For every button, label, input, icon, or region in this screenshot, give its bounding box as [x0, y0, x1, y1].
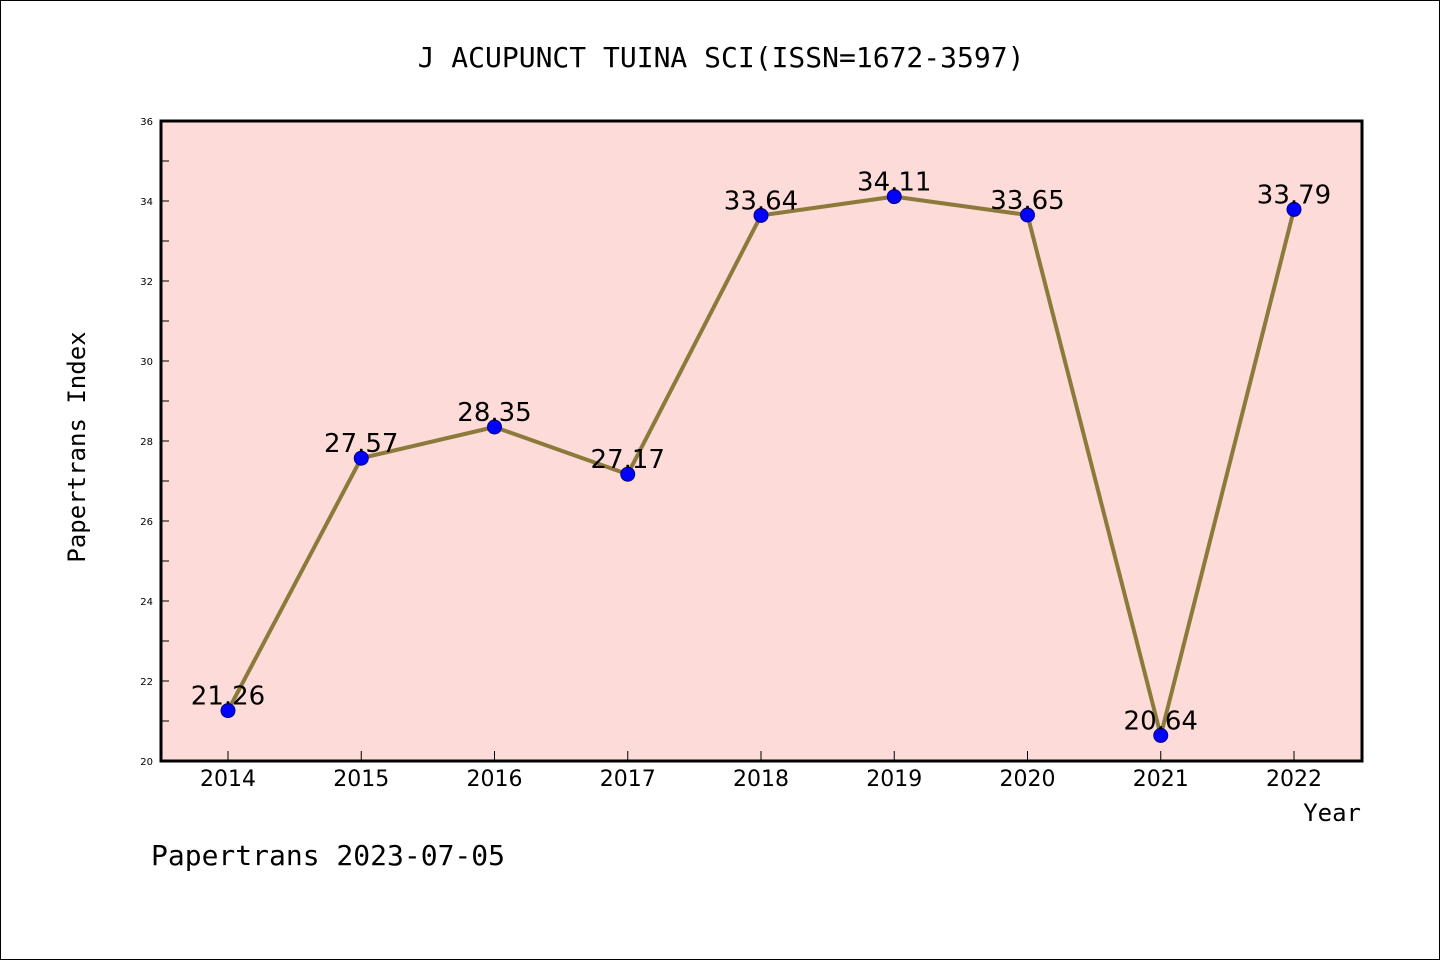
y-tick-label: 30: [140, 357, 153, 368]
y-tick-label: 26: [140, 517, 153, 528]
data-point: [753, 207, 769, 223]
data-point: [886, 189, 902, 205]
x-tick-label: 2020: [1000, 767, 1056, 792]
y-tick-label: 24: [140, 597, 153, 608]
data-label: 33.64: [724, 186, 798, 216]
data-point: [487, 419, 502, 435]
x-tick-label: 2016: [467, 767, 523, 792]
x-axis-label: Year: [1303, 799, 1361, 827]
data-label: 34.11: [857, 168, 931, 198]
data-point: [620, 466, 636, 482]
y-tick-label: 28: [140, 437, 153, 448]
x-tick-label: 2019: [866, 767, 922, 792]
data-label: 28.35: [457, 398, 531, 428]
data-label: 27.57: [324, 429, 398, 459]
x-axis: 2014 2015 2016 2017 2018 2019 2020 2021 2022: [200, 751, 1322, 792]
data-point: [1286, 201, 1302, 217]
data-label: 20.64: [1124, 706, 1198, 736]
data-label: 33.65: [990, 186, 1064, 216]
data-label: 27.17: [591, 445, 665, 475]
data-label-group: 21.26 27.57 28.35 27.17 33.64 34.11 33.65 20.64…: [191, 168, 1331, 737]
plot-frame: [159, 119, 1364, 763]
data-label: 21.26: [191, 682, 265, 712]
data-point: [220, 703, 236, 719]
x-tick-label: 2015: [333, 767, 389, 792]
x-tick-label: 2018: [733, 767, 789, 792]
series-line-group: [220, 189, 1302, 743]
y-tick-label: 34: [140, 197, 153, 208]
x-tick-label: 2022: [1266, 767, 1322, 792]
data-point: [1020, 207, 1035, 223]
y-axis-label: Papertrans Index: [63, 331, 91, 562]
data-point: [353, 450, 369, 466]
plot-area: [161, 121, 1362, 761]
x-tick-label: 2021: [1133, 767, 1189, 792]
y-tick-label: 36: [140, 117, 153, 128]
data-point: [1153, 727, 1169, 743]
x-tick-label: 2017: [600, 767, 656, 792]
data-label: 33.79: [1257, 180, 1331, 210]
footer-watermark: Papertrans 2023-07-05: [151, 839, 505, 872]
y-tick-label: 20: [140, 757, 153, 768]
x-tick-label: 2014: [200, 767, 256, 792]
y-tick-label: 22: [140, 677, 153, 688]
y-tick-label: 32: [140, 277, 153, 288]
chart-title: J ACUPUNCT TUINA SCI(ISSN=1672-3597): [418, 41, 1025, 74]
